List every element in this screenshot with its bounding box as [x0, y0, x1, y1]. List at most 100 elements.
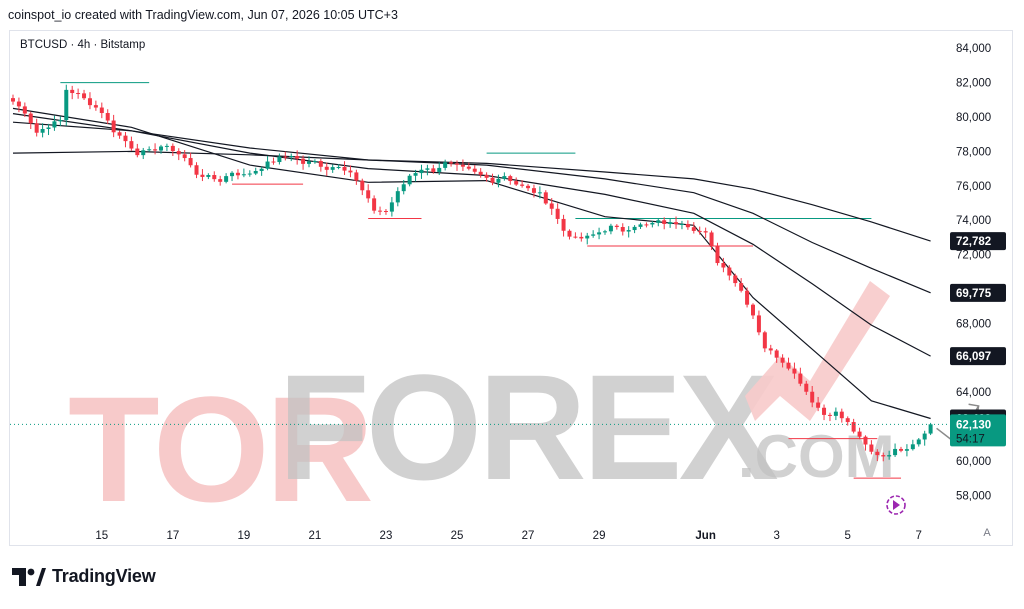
candle-body[interactable] — [141, 150, 146, 156]
candle-body[interactable] — [105, 113, 110, 121]
candle-body[interactable] — [200, 174, 205, 177]
candle-body[interactable] — [768, 348, 773, 351]
candle-body[interactable] — [318, 161, 323, 167]
candle-body[interactable] — [733, 275, 738, 284]
candle-body[interactable] — [389, 202, 394, 212]
candle-body[interactable] — [129, 141, 134, 149]
candle-body[interactable] — [265, 161, 270, 169]
candle-body[interactable] — [679, 223, 684, 225]
candle-body[interactable] — [135, 148, 140, 156]
candle-body[interactable] — [543, 192, 548, 204]
candle-body[interactable] — [597, 232, 602, 235]
candle-body[interactable] — [484, 174, 489, 178]
candle-body[interactable] — [277, 156, 282, 163]
candle-body[interactable] — [490, 177, 495, 183]
candle-body[interactable] — [176, 151, 181, 155]
candle-body[interactable] — [241, 174, 246, 176]
candle-body[interactable] — [857, 431, 862, 437]
candle-body[interactable] — [804, 383, 809, 392]
candle-body[interactable] — [585, 235, 590, 239]
candle-body[interactable] — [466, 166, 471, 169]
candle-body[interactable] — [188, 158, 193, 166]
candle-body[interactable] — [762, 332, 767, 349]
candle-body[interactable] — [774, 350, 779, 358]
candle-body[interactable] — [869, 444, 874, 452]
candle-body[interactable] — [650, 222, 655, 225]
candle-body[interactable] — [745, 290, 750, 305]
candle-body[interactable] — [455, 163, 459, 165]
replay-icon[interactable] — [886, 495, 906, 515]
candle-body[interactable] — [922, 433, 927, 440]
candle-body[interactable] — [887, 455, 892, 457]
candle-body[interactable] — [810, 391, 815, 403]
candle-body[interactable] — [472, 168, 477, 172]
candle-body[interactable] — [28, 113, 33, 124]
candle-body[interactable] — [307, 161, 311, 164]
candle-body[interactable] — [437, 167, 442, 172]
candle-body[interactable] — [881, 455, 886, 457]
candle-body[interactable] — [620, 227, 625, 232]
candle-body[interactable] — [425, 168, 430, 170]
candle-body[interactable] — [443, 162, 448, 168]
candle-body[interactable] — [691, 227, 696, 231]
candle-body[interactable] — [579, 236, 584, 239]
candle-body[interactable] — [751, 304, 755, 316]
candle-body[interactable] — [697, 230, 702, 232]
candle-body[interactable] — [230, 172, 235, 177]
candle-body[interactable] — [11, 98, 15, 102]
candle-body[interactable] — [910, 444, 915, 450]
candle-body[interactable] — [271, 161, 276, 163]
candle-body[interactable] — [324, 166, 329, 170]
candle-body[interactable] — [798, 373, 803, 384]
candle-body[interactable] — [16, 101, 21, 107]
candle-body[interactable] — [816, 402, 821, 408]
candle-body[interactable] — [893, 448, 898, 456]
candle-body[interactable] — [170, 145, 175, 152]
candle-body[interactable] — [460, 164, 465, 167]
candle-body[interactable] — [401, 184, 406, 192]
candle-body[interactable] — [93, 105, 98, 108]
candle-body[interactable] — [502, 176, 507, 179]
candle-body[interactable] — [117, 132, 122, 136]
candle-body[interactable] — [626, 230, 631, 232]
candle-body[interactable] — [632, 226, 637, 231]
candle-body[interactable] — [573, 236, 578, 238]
candle-body[interactable] — [685, 223, 690, 228]
candle-body[interactable] — [644, 224, 649, 226]
candle-body[interactable] — [520, 184, 525, 186]
candle-body[interactable] — [496, 178, 501, 183]
candle-body[interactable] — [839, 411, 844, 419]
candle-body[interactable] — [916, 439, 921, 445]
candle-body[interactable] — [756, 315, 761, 333]
candle-body[interactable] — [449, 162, 454, 164]
candle-body[interactable] — [780, 357, 785, 363]
candle-body[interactable] — [235, 172, 240, 176]
candle-body[interactable] — [638, 224, 643, 227]
candle-body[interactable] — [531, 188, 536, 193]
candle-body[interactable] — [822, 407, 827, 415]
candle-body[interactable] — [928, 424, 933, 434]
candle-body[interactable] — [330, 167, 335, 170]
candle-body[interactable] — [153, 149, 158, 151]
candle-body[interactable] — [508, 176, 513, 182]
candle-body[interactable] — [514, 181, 519, 185]
candle-body[interactable] — [395, 191, 400, 203]
candle-body[interactable] — [431, 168, 436, 172]
candle-body[interactable] — [668, 222, 673, 224]
symbol-label[interactable]: BTCUSD · 4h · Bitstamp — [20, 39, 146, 51]
candle-body[interactable] — [253, 170, 258, 174]
candle-body[interactable] — [46, 127, 51, 130]
candle-body[interactable] — [336, 166, 341, 168]
candle-body[interactable] — [549, 203, 554, 209]
candle-body[interactable] — [721, 263, 726, 268]
candle-body[interactable] — [833, 411, 838, 416]
candle-body[interactable] — [247, 173, 252, 175]
candle-body[interactable] — [123, 135, 128, 142]
candle-body[interactable] — [87, 98, 92, 106]
candle-body[interactable] — [70, 89, 75, 94]
candle-body[interactable] — [58, 120, 63, 122]
candle-body[interactable] — [224, 176, 229, 182]
candle-body[interactable] — [348, 170, 353, 173]
candle-body[interactable] — [899, 448, 903, 451]
